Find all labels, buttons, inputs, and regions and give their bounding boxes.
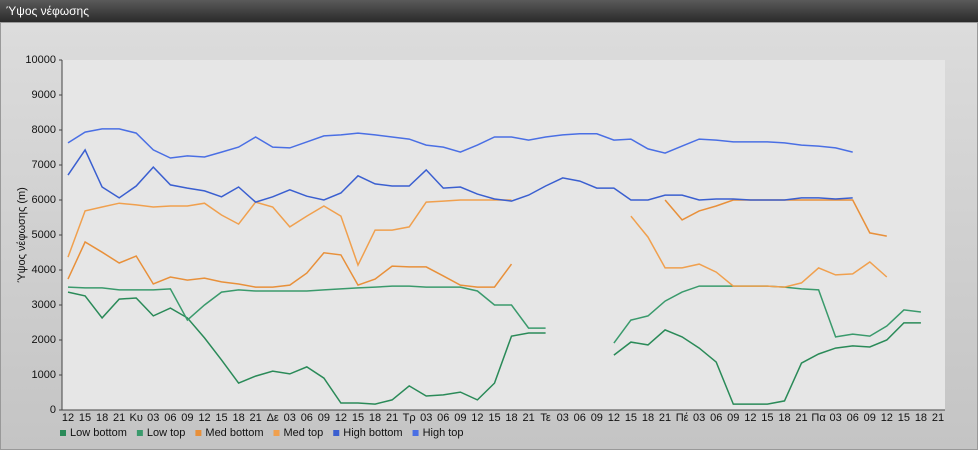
x-tick-label: 12: [198, 412, 210, 424]
y-axis-label: Ύψος νέφωσης (m): [16, 187, 28, 283]
x-tick-label: 18: [915, 412, 927, 424]
x-tick-label: 18: [778, 412, 790, 424]
x-tick-label: 15: [352, 412, 364, 424]
y-tick-label: 4000: [32, 264, 56, 276]
y-tick-label: 7000: [32, 159, 56, 171]
x-tick-label: 09: [318, 412, 330, 424]
x-tick-label: 12: [335, 412, 347, 424]
y-tick-label: 0: [50, 404, 56, 416]
y-tick-label: 1000: [32, 369, 56, 381]
legend-label: High top: [423, 427, 464, 439]
x-tick-label: 06: [847, 412, 859, 424]
legend-label: Low top: [147, 427, 186, 439]
x-tick-label: 15: [625, 412, 637, 424]
legend-swatch: [273, 430, 280, 436]
x-tick-label: 18: [369, 412, 381, 424]
x-tick-label: 18: [96, 412, 108, 424]
y-tick-label: 9000: [32, 89, 56, 101]
x-tick-label: 21: [522, 412, 534, 424]
legend-label: Low bottom: [70, 427, 127, 439]
x-tick-label: 03: [420, 412, 432, 424]
x-tick-label: 18: [232, 412, 244, 424]
x-tick-label: 03: [557, 412, 569, 424]
legend-swatch: [136, 430, 143, 436]
x-tick-label: 21: [250, 412, 262, 424]
x-tick-label: 21: [113, 412, 125, 424]
x-tick-label: 06: [164, 412, 176, 424]
x-tick-label: 15: [488, 412, 500, 424]
legend-swatch: [412, 430, 419, 436]
legend-swatch: [60, 430, 66, 436]
x-tick-label: Πέ: [676, 412, 689, 424]
x-tick-label: 03: [830, 412, 842, 424]
x-tick-label: 12: [471, 412, 483, 424]
x-tick-label: Τε: [540, 412, 551, 424]
x-tick-label: 09: [591, 412, 603, 424]
x-tick-label: 15: [898, 412, 910, 424]
x-tick-label: Κυ: [130, 412, 143, 424]
x-tick-label: 21: [386, 412, 398, 424]
x-tick-label: 09: [864, 412, 876, 424]
y-tick-label: 3000: [32, 299, 56, 311]
x-tick-label: 15: [761, 412, 773, 424]
y-tick-label: 6000: [32, 194, 56, 206]
plot-area: [62, 60, 945, 410]
window-title: Ύψος νέφωσης: [6, 4, 89, 18]
y-tick-label: 5000: [32, 229, 56, 241]
x-tick-label: Δε: [267, 412, 279, 424]
x-tick-label: 09: [181, 412, 193, 424]
x-tick-label: 21: [932, 412, 944, 424]
x-tick-label: Πα: [811, 412, 826, 424]
x-tick-label: 15: [215, 412, 227, 424]
series-line: [67, 291, 921, 405]
x-tick-label: 09: [727, 412, 739, 424]
series-line: [67, 199, 888, 288]
x-tick-label: 21: [795, 412, 807, 424]
x-tick-label: 21: [659, 412, 671, 424]
x-tick-label: 09: [454, 412, 466, 424]
x-tick-label: 06: [710, 412, 722, 424]
x-tick-label: 12: [62, 412, 74, 424]
legend-label: High bottom: [343, 427, 402, 439]
x-tick-label: 03: [284, 412, 296, 424]
x-tick-label: 06: [437, 412, 449, 424]
title-bar: [0, 0, 978, 22]
x-tick-label: 12: [608, 412, 620, 424]
x-tick-label: 06: [301, 412, 313, 424]
x-tick-label: 12: [881, 412, 893, 424]
x-tick-label: 03: [693, 412, 705, 424]
legend-swatch: [195, 430, 202, 436]
legend-label: Med bottom: [205, 427, 263, 439]
y-tick-label: 2000: [32, 334, 56, 346]
series-line: [67, 148, 853, 203]
x-tick-label: 03: [147, 412, 159, 424]
legend-label: Med top: [284, 427, 324, 439]
legend-swatch: [333, 430, 340, 436]
x-tick-label: 12: [744, 412, 756, 424]
series-line: [67, 128, 853, 159]
x-tick-label: 15: [79, 412, 91, 424]
x-tick-label: 18: [505, 412, 517, 424]
x-tick-label: Τρ: [403, 412, 416, 424]
x-tick-label: 18: [642, 412, 654, 424]
x-tick-label: 06: [574, 412, 586, 424]
y-tick-label: 8000: [32, 124, 56, 136]
y-tick-label: 10000: [25, 54, 56, 66]
